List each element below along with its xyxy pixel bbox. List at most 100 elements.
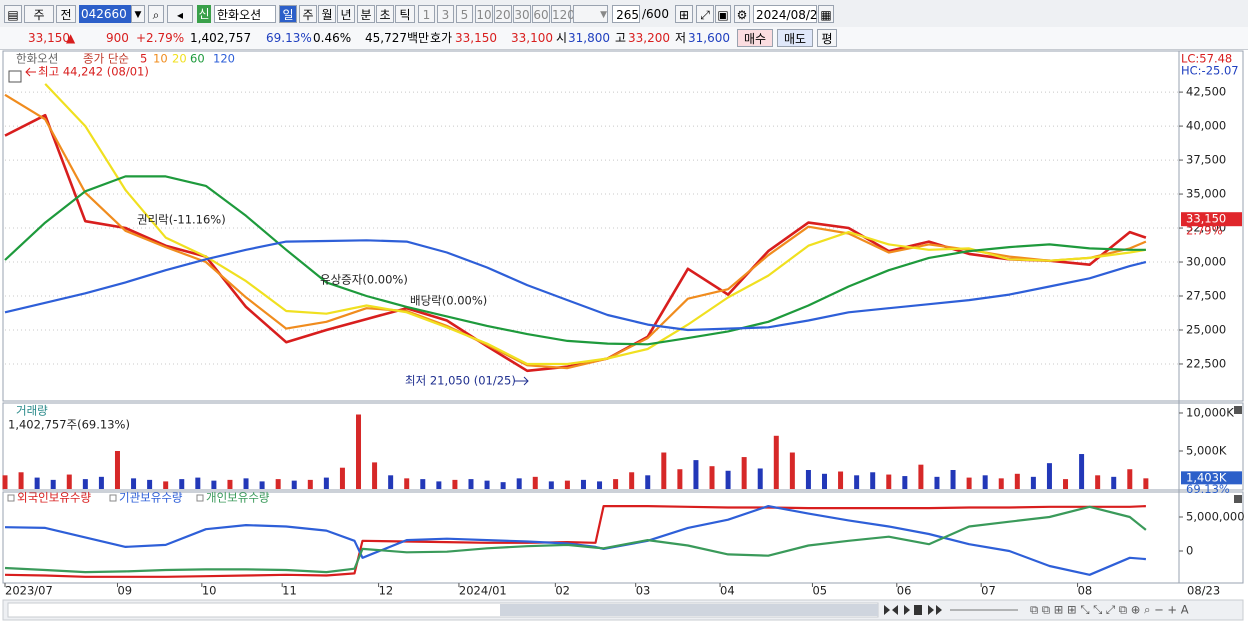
holdings-panel bbox=[2, 491, 1244, 584]
volume-bar bbox=[741, 457, 747, 489]
avg-button[interactable]: 평 bbox=[817, 29, 837, 47]
code-dropdown[interactable]: ▼ bbox=[131, 5, 145, 23]
interval-button[interactable]: 초 bbox=[376, 5, 394, 23]
legend-entry: 20 bbox=[172, 52, 187, 66]
volume-bar bbox=[902, 476, 908, 489]
panel-icon[interactable] bbox=[8, 70, 22, 83]
volume-bar bbox=[966, 477, 972, 489]
sound-button[interactable]: ◂ bbox=[167, 5, 193, 23]
interval-button[interactable]: 틱 bbox=[395, 5, 415, 23]
interval-button[interactable]: 분 bbox=[357, 5, 375, 23]
volume-bar bbox=[18, 472, 24, 489]
x-tick-label: 04 bbox=[720, 584, 735, 598]
tool-icon[interactable]: ▣ bbox=[715, 5, 731, 23]
open: 31,800 bbox=[568, 31, 610, 45]
tool-icon[interactable]: ⚙ bbox=[734, 5, 750, 23]
volume-bar bbox=[597, 481, 603, 489]
bid: 33,100 bbox=[511, 31, 553, 45]
scroll-thumb[interactable] bbox=[500, 604, 878, 616]
multiple-button[interactable]: 30 bbox=[513, 5, 531, 23]
volume-bar bbox=[613, 479, 619, 489]
volume-bar bbox=[1046, 463, 1052, 489]
menu-icon[interactable]: ▤ bbox=[4, 5, 22, 23]
x-tick-label: 10 bbox=[202, 584, 217, 598]
x-tick-label: 07 bbox=[981, 584, 996, 598]
volume-bar bbox=[1111, 476, 1117, 489]
legend-entry: 120 bbox=[213, 52, 235, 66]
x-tick-label: 06 bbox=[897, 584, 912, 598]
volume-bar bbox=[854, 475, 860, 489]
buy-button[interactable]: 매수 bbox=[737, 29, 773, 47]
volume-bar bbox=[339, 467, 345, 489]
series-line bbox=[4, 93, 1147, 370]
multiple-button[interactable]: 5 bbox=[456, 5, 473, 23]
compare-button[interactable]: 전 bbox=[56, 5, 76, 23]
volume-bar bbox=[805, 469, 811, 489]
y-tick-label: 30,000 bbox=[1186, 255, 1226, 269]
volume-bar bbox=[114, 450, 120, 489]
close-box[interactable] bbox=[1234, 406, 1242, 414]
volume-bar bbox=[2, 475, 8, 489]
tool-icon[interactable]: ⤢ bbox=[696, 5, 714, 23]
series-line bbox=[44, 83, 1147, 366]
interval-button[interactable]: 주 bbox=[299, 5, 317, 23]
count-input[interactable]: 265 bbox=[612, 5, 640, 23]
volume-bar bbox=[1143, 478, 1149, 489]
volume-bar bbox=[548, 481, 554, 489]
series-line bbox=[4, 175, 1146, 346]
interval-button[interactable]: 일 bbox=[279, 5, 297, 23]
sell-button[interactable]: 매도 bbox=[777, 29, 813, 47]
open-label: 시 bbox=[556, 31, 568, 45]
y-tick-label: 0 bbox=[1186, 543, 1193, 557]
multiple-button[interactable]: 60 bbox=[532, 5, 550, 23]
multiple-button[interactable]: 20 bbox=[494, 5, 512, 23]
legend-entry: 5 bbox=[140, 52, 147, 66]
volume-bar bbox=[564, 480, 570, 489]
volume-bar bbox=[404, 478, 410, 489]
y-tick-label: 25,000 bbox=[1186, 322, 1226, 336]
annotation: 최저 21,050 (01/25) bbox=[405, 374, 516, 388]
calendar-button[interactable]: ▦ bbox=[818, 5, 834, 23]
tool-icon[interactable]: ⊞ bbox=[675, 5, 693, 23]
multiple-button[interactable]: 3 bbox=[437, 5, 454, 23]
volume-bar bbox=[179, 479, 185, 489]
volume-bar bbox=[725, 470, 731, 489]
annotation-arrow bbox=[25, 67, 36, 77]
empty-select[interactable]: ▼ bbox=[573, 5, 608, 23]
current-price: 33,150 bbox=[1186, 212, 1226, 226]
volume-bar bbox=[821, 473, 827, 489]
volume-bar bbox=[195, 477, 201, 489]
x-tick-label: 09 bbox=[117, 584, 132, 598]
annotation: 유상증자(0.00%) bbox=[320, 273, 408, 287]
search-button[interactable]: ⌕ bbox=[148, 5, 164, 23]
volume-bar bbox=[1063, 479, 1069, 489]
legend-entry: 개인보유수량 bbox=[206, 491, 270, 505]
volume-bar bbox=[98, 476, 104, 489]
change-pct: +2.79% bbox=[136, 31, 185, 45]
multiple-button[interactable]: 120 bbox=[551, 5, 575, 23]
multiple-button[interactable]: 10 bbox=[475, 5, 493, 23]
volume-bar bbox=[693, 460, 699, 489]
interval-button[interactable]: 월 bbox=[318, 5, 336, 23]
volume-bar bbox=[1030, 476, 1036, 489]
volume-bar bbox=[275, 479, 281, 489]
volume-bar bbox=[211, 480, 217, 489]
close-box[interactable] bbox=[1234, 495, 1242, 503]
date-input[interactable]: 2024/08/23 bbox=[753, 5, 825, 23]
chart-title: 한화오션 bbox=[16, 52, 58, 66]
count-max: /600 bbox=[642, 7, 669, 21]
x-tick-label: 11 bbox=[282, 584, 297, 598]
legend-swatch bbox=[109, 494, 117, 502]
y-tick-label: 42,500 bbox=[1186, 85, 1226, 99]
y-tick-label: 40,000 bbox=[1186, 119, 1226, 133]
current-volume-box bbox=[1181, 471, 1242, 485]
volume-bar bbox=[998, 478, 1004, 489]
scroll-controls[interactable] bbox=[884, 605, 942, 615]
code-input[interactable]: 042660 bbox=[79, 5, 133, 23]
quote-bar bbox=[0, 27, 1248, 50]
x-tick-label: 08 bbox=[1078, 584, 1093, 598]
tool-icons[interactable]: ⧉ ⧉ ⊞ ⊞ ⤡ ⤡ ⤢ ⧉ ⊕ ⌕ − + A bbox=[1030, 603, 1189, 617]
period-select[interactable]: 주 bbox=[24, 5, 54, 23]
interval-button[interactable]: 년 bbox=[337, 5, 355, 23]
multiple-button[interactable]: 1 bbox=[418, 5, 435, 23]
